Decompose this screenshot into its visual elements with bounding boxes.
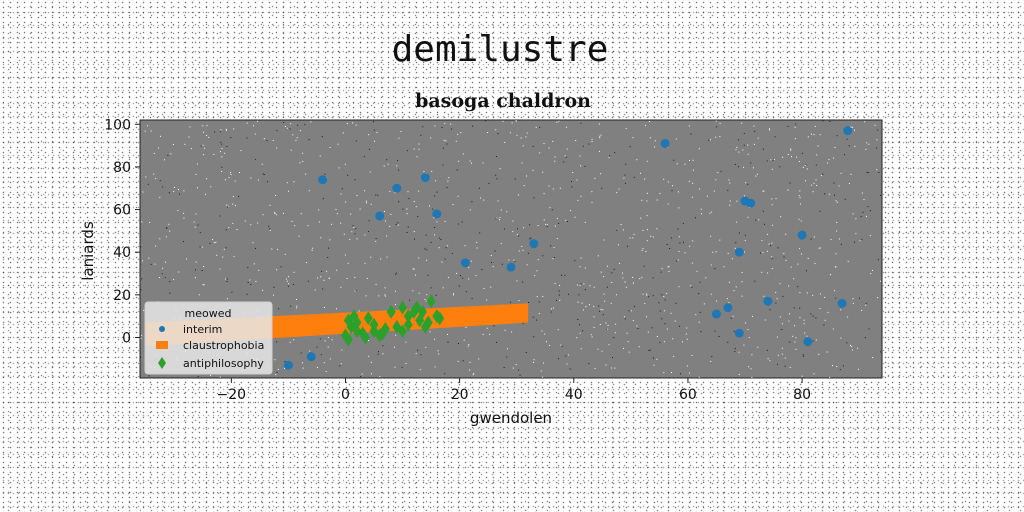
y-tick-label: 40 <box>113 245 131 261</box>
point-interim <box>837 298 847 308</box>
point-interim <box>318 175 328 185</box>
x-axis-label: gwendolen <box>470 409 552 427</box>
x-tick-label: 0 <box>341 387 350 403</box>
point-interim <box>283 360 293 370</box>
point-interim <box>734 247 744 257</box>
point-antiphilosophy <box>435 311 445 326</box>
legend-marker-antiphilosophy <box>158 357 166 369</box>
point-interim <box>392 183 402 193</box>
point-interim <box>746 198 756 208</box>
point-interim <box>432 209 442 219</box>
point-interim <box>711 309 721 319</box>
point-interim <box>460 258 470 268</box>
y-tick-label: 60 <box>113 203 131 219</box>
point-interim <box>734 328 744 338</box>
point-antiphilosophy <box>423 315 433 330</box>
point-interim <box>529 239 539 249</box>
legend-label-claustrophobia: claustrophobia <box>183 339 264 352</box>
series-interim <box>283 126 853 370</box>
point-antiphilosophy <box>360 330 370 345</box>
point-interim <box>803 337 813 347</box>
y-tick-label: 0 <box>122 330 131 346</box>
point-antiphilosophy <box>369 324 379 339</box>
point-interim <box>506 262 516 272</box>
legend-label-interim: interim <box>183 323 222 336</box>
point-interim <box>763 296 773 306</box>
series-antiphilosophy <box>340 294 445 347</box>
legend-frame <box>144 301 273 375</box>
point-antiphilosophy <box>378 326 388 341</box>
point-antiphilosophy <box>398 324 408 339</box>
point-antiphilosophy <box>363 311 373 326</box>
chart-axes: −20 0 20 40 60 80 0 20 40 60 80 100 <box>104 117 811 403</box>
point-antiphilosophy <box>418 304 428 319</box>
point-antiphilosophy <box>349 309 359 324</box>
point-antiphilosophy <box>403 317 413 332</box>
legend-title: meowed <box>185 307 232 320</box>
x-tick-label: 80 <box>793 387 811 403</box>
y-tick-label: 20 <box>113 288 131 304</box>
y-axis-label: laniards <box>79 221 97 281</box>
x-tick-label: 60 <box>679 387 697 403</box>
legend: meowed interim claustrophobia antiphilos… <box>144 301 273 375</box>
point-interim <box>843 126 853 136</box>
point-interim <box>797 230 807 240</box>
point-interim <box>420 173 430 183</box>
y-tick-label: 80 <box>113 160 131 176</box>
y-tick-label: 100 <box>104 117 131 133</box>
point-antiphilosophy <box>386 304 396 319</box>
point-interim <box>723 303 733 313</box>
point-antiphilosophy <box>343 332 353 347</box>
x-tick-label: −20 <box>217 387 247 403</box>
chart-title: basoga chaldron <box>415 90 591 112</box>
legend-marker-interim <box>159 326 165 332</box>
x-tick-label: 20 <box>451 387 469 403</box>
x-tick-label: 40 <box>565 387 583 403</box>
legend-label-antiphilosophy: antiphilosophy <box>183 357 264 370</box>
point-interim <box>306 352 316 362</box>
figure-suptitle: demilustre <box>392 29 609 70</box>
point-interim <box>660 138 670 148</box>
legend-marker-claustrophobia <box>156 341 168 349</box>
point-antiphilosophy <box>426 294 436 309</box>
point-antiphilosophy <box>398 300 408 315</box>
point-interim <box>375 211 385 221</box>
